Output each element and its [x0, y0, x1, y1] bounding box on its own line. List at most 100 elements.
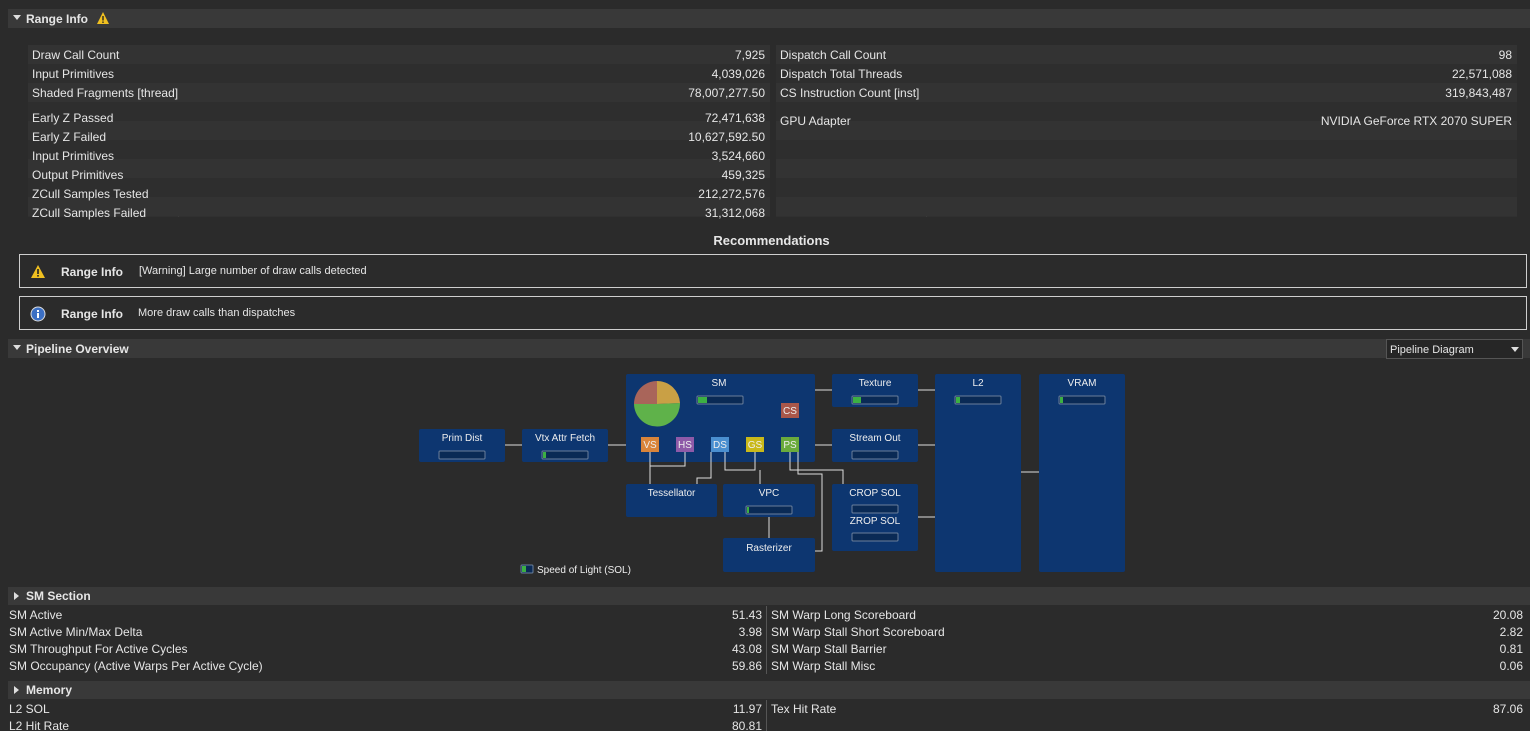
row-label: Output Primitives: [32, 168, 124, 182]
unit-label: Vtx Attr Fetch: [535, 433, 595, 444]
recommendation: Range Info More draw calls than dispatch…: [19, 296, 1527, 330]
pie-slice: [634, 381, 657, 404]
row-bg: [776, 102, 1517, 121]
sol-fill: [853, 397, 861, 403]
expand-arrow: [14, 592, 19, 600]
row-bg: [776, 83, 1517, 102]
view-dropdown[interactable]: Pipeline Diagram: [1386, 339, 1523, 359]
sol-fill: [1060, 397, 1063, 403]
row-bg: [28, 197, 770, 216]
sol-bar: [954, 395, 1002, 405]
collapse-arrow: [13, 15, 21, 20]
row-value: NVIDIA GeForce RTX 2070 SUPER: [1320, 114, 1512, 128]
row-label: Input Primitives: [32, 149, 115, 163]
row-bg: [776, 178, 1517, 197]
row-value: 31,312,068: [704, 206, 765, 220]
legend-label: Speed of Light (SOL): [537, 565, 631, 576]
pie-slice: [634, 403, 681, 427]
metric-label: SM Active Min/Max Delta: [9, 625, 143, 639]
sol-bar: [438, 450, 486, 460]
row-bg: [776, 197, 1517, 216]
unit-label: Prim Dist: [442, 433, 483, 444]
metric-value: 80.81: [731, 719, 762, 731]
metric-label: L2 SOL: [9, 702, 50, 716]
row-bg: [28, 83, 770, 102]
row-value: 4,039,026: [711, 67, 765, 81]
shader-stage: [781, 437, 799, 452]
row-bg: [776, 45, 1517, 64]
metric-value: 11.97: [732, 702, 762, 716]
metric-label: SM Warp Stall Barrier: [771, 642, 887, 656]
sol-bar: [851, 450, 899, 460]
row-value: 22,571,088: [1451, 67, 1512, 81]
range-info-right-table: Dispatch Call Count 98 Dispatch Total Thre…: [776, 45, 1517, 217]
row-label: Shaded Fragments [thread]: [32, 86, 179, 100]
stage-label: DS: [713, 440, 727, 451]
row-bg: [28, 64, 770, 83]
column-divider: [766, 700, 767, 731]
legend-swatch: [522, 566, 526, 572]
row-bg: [28, 178, 770, 197]
recommendation-source: Range Info: [61, 265, 123, 279]
sm-table: SM Active 51.43 SM Active Min/Max Delta 3.9…: [0, 606, 1530, 676]
row-bg: [28, 140, 770, 159]
connector: [797, 452, 823, 552]
collapse-arrow: [13, 345, 21, 350]
sol-bar: [696, 395, 744, 405]
shader-stage: [711, 437, 729, 452]
metric-label: SM Active: [9, 608, 63, 622]
row-bg: [776, 159, 1517, 178]
row-value: 459,325: [721, 168, 765, 182]
pipeline-unit: [935, 374, 1021, 572]
warning-icon: [97, 12, 109, 24]
metric-label: SM Warp Long Scoreboard: [771, 608, 916, 622]
sol-fill: [747, 507, 749, 513]
row-label: GPU Adapter: [780, 114, 851, 128]
unit-label: Tessellator: [648, 488, 696, 499]
connector: [724, 452, 756, 471]
recommendation-source: Range Info: [61, 307, 123, 321]
row-label: ZCull Samples Tested: [32, 187, 149, 201]
unit-label: VPC: [759, 488, 780, 499]
row-label: ZCull Samples Failed: [32, 206, 147, 220]
metric-value: 51.43: [731, 608, 762, 622]
pipeline-unit: [1039, 374, 1125, 572]
metric-value: 2.82: [1499, 625, 1523, 639]
row-label: CS Instruction Count [inst]: [780, 86, 920, 100]
metric-value: 0.81: [1499, 642, 1523, 656]
sol-bar: [851, 504, 899, 514]
unit-label: Stream Out: [849, 433, 900, 444]
metric-label: L2 Hit Rate: [9, 719, 70, 731]
pipeline-header[interactable]: Pipeline Overview: [8, 339, 1530, 358]
metric-label: Tex Hit Rate: [771, 702, 837, 716]
sol-bar: [851, 395, 899, 405]
shader-stage: [676, 437, 694, 452]
stage-label: HS: [678, 440, 692, 451]
recommendation-text: [Warning] Large number of draw calls det…: [139, 265, 367, 277]
shader-stage: [781, 403, 799, 418]
dropdown-arrow: [1511, 347, 1519, 352]
sol-bar: [745, 505, 793, 515]
metric-value: 3.98: [738, 625, 762, 639]
row-bg: [28, 102, 770, 121]
unit-label: L2: [972, 378, 984, 389]
memory-table: L2 SOL 11.97 L2 Hit Rate 80.81 Tex Hit Rate 8…: [0, 700, 1530, 731]
memory-header[interactable]: Memory: [8, 681, 1530, 699]
shader-stage: [641, 437, 659, 452]
row-bg: [776, 121, 1517, 140]
row-label: Dispatch Total Threads: [780, 67, 903, 81]
sol-bar: [851, 532, 899, 542]
expand-arrow: [14, 686, 19, 694]
connector: [789, 452, 844, 484]
metric-value: 59.86: [731, 659, 762, 673]
range-info-header[interactable]: Range Info: [8, 9, 1530, 28]
unit-label: SM: [712, 378, 727, 389]
row-value: 3,524,660: [711, 149, 765, 163]
stage-label: GS: [748, 440, 763, 451]
connector: [696, 452, 712, 484]
stage-label: PS: [783, 440, 797, 451]
sm-section-header[interactable]: SM Section: [8, 587, 1530, 605]
row-value: 72,471,638: [704, 111, 765, 125]
pipeline-unit: [723, 538, 815, 572]
row-value: 7,925: [734, 48, 765, 62]
